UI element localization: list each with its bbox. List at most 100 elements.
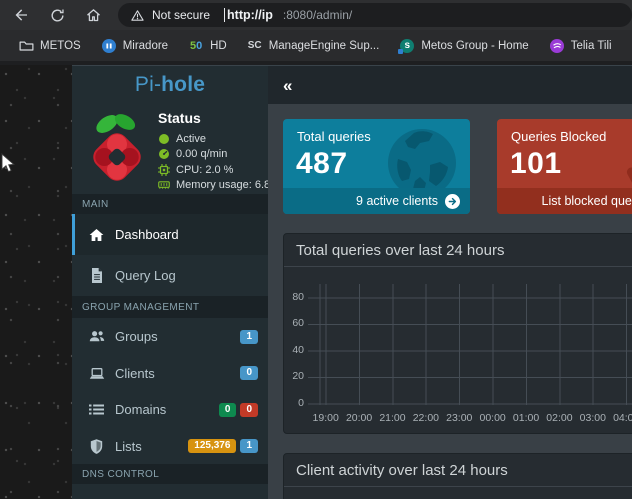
brand[interactable]: Pi-hole bbox=[72, 66, 268, 104]
bookmark-telia[interactable]: Telia Tili bbox=[541, 35, 620, 57]
sidebar-menu: MAIN Dashboard Query Log GROUP MANAGEMEN… bbox=[72, 194, 268, 499]
y-tick-label: 20 bbox=[292, 370, 304, 382]
status-label: Active bbox=[176, 132, 206, 145]
url-path[interactable]: :8080/admin/ bbox=[282, 8, 353, 22]
x-tick-label: 19:00 bbox=[312, 412, 339, 424]
list-icon bbox=[88, 403, 105, 416]
panel-title: Client activity over last 24 hours bbox=[284, 454, 632, 487]
card-footer-link[interactable]: List blocked queries bbox=[497, 188, 632, 214]
lists-count-badge: 1 bbox=[240, 439, 258, 453]
hand-stop-icon bbox=[626, 167, 632, 189]
card-value: 101 bbox=[510, 147, 562, 180]
sidebar-item-dashboard[interactable]: Dashboard bbox=[72, 214, 268, 255]
telia-icon bbox=[549, 38, 565, 54]
y-tick-label: 0 bbox=[298, 397, 304, 409]
bookmark-label: ManageEngine Sup... bbox=[268, 39, 380, 52]
status-active: Active bbox=[158, 131, 264, 147]
brand-suffix: hole bbox=[161, 73, 206, 96]
bookmark-label: Telia Tili bbox=[570, 39, 612, 52]
refresh-icon[interactable] bbox=[42, 2, 72, 28]
status-label: 0.00 q/min bbox=[176, 148, 228, 161]
status-dot-icon bbox=[158, 133, 170, 145]
menu-label: Domains bbox=[115, 402, 167, 417]
menu-tail bbox=[72, 484, 268, 499]
card-footer-label: 9 active clients bbox=[356, 194, 438, 208]
globe-icon bbox=[388, 129, 456, 197]
brand-prefix: Pi- bbox=[134, 73, 162, 96]
domains-denied-badge: 0 bbox=[240, 402, 258, 417]
queries-blocked-card: Queries Blocked 101 List blocked queries bbox=[497, 119, 632, 214]
mouse-cursor bbox=[1, 153, 15, 173]
bookmark-metos-group[interactable]: s Metos Group - Home bbox=[391, 35, 536, 57]
chrome-divider bbox=[0, 61, 632, 65]
cpu-icon bbox=[158, 163, 170, 176]
sidebar-collapse-icon[interactable]: « bbox=[283, 75, 293, 95]
chart-plot-area[interactable] bbox=[308, 284, 632, 405]
memory-icon bbox=[158, 179, 170, 191]
client-activity-chart[interactable] bbox=[284, 487, 632, 499]
status-memory: Memory usage: 6.8 % bbox=[158, 178, 283, 194]
menu-label: Query Log bbox=[115, 268, 176, 283]
home-solid-icon bbox=[88, 228, 105, 242]
x-tick-label: 01:00 bbox=[512, 412, 540, 424]
menu-label: Lists bbox=[115, 438, 142, 454]
sidebar-item-clients[interactable]: Clients 0 bbox=[72, 355, 268, 391]
sidebar-item-lists[interactable]: Lists 125,376 1 bbox=[72, 428, 268, 464]
panel-title: Total queries over last 24 hours bbox=[284, 234, 632, 267]
laptop-icon bbox=[88, 367, 105, 380]
bookmark-apple-business[interactable]: Apple Business Man... bbox=[624, 35, 632, 57]
browser-toolbar: Not secure http://ip :8080/admin/ bbox=[0, 0, 632, 30]
sharepoint-icon: s bbox=[398, 38, 415, 54]
client-activity-panel: Client activity over last 24 hours bbox=[283, 453, 632, 499]
address-bar[interactable]: Not secure http://ip :8080/admin/ bbox=[118, 3, 632, 27]
not-secure-warning-icon[interactable] bbox=[130, 8, 145, 23]
security-label[interactable]: Not secure bbox=[152, 8, 211, 22]
back-icon[interactable] bbox=[6, 2, 36, 28]
card-title: Queries Blocked bbox=[511, 129, 607, 144]
x-tick-label: 21:00 bbox=[379, 412, 406, 424]
total-queries-card: Total queries 487 9 active clients bbox=[283, 119, 470, 214]
url-host[interactable]: http://ip bbox=[227, 8, 273, 22]
status-cpu: CPU: 2.0 % bbox=[158, 162, 264, 178]
lists-domains-badge: 125,376 bbox=[188, 439, 237, 453]
status-label: CPU: 2.0 % bbox=[176, 163, 234, 176]
queries-chart[interactable]: 80 60 40 20 0 19:00 20:00 21:00 22:00 23:00 00:00… bbox=[284, 267, 632, 433]
sidebar-item-domains[interactable]: Domains 0 0 bbox=[72, 391, 268, 428]
sc-icon: SC bbox=[247, 40, 262, 51]
bookmark-miradore[interactable]: Miradore bbox=[93, 35, 176, 57]
x-tick-label: 23:00 bbox=[446, 412, 473, 424]
y-tick-label: 40 bbox=[292, 344, 304, 356]
card-title: Total queries bbox=[297, 129, 371, 144]
bookmark-label: Metos Group - Home bbox=[421, 39, 529, 52]
top-navbar: « bbox=[268, 66, 632, 104]
section-header-group-management: GROUP MANAGEMENT bbox=[72, 296, 268, 318]
y-tick-label: 60 bbox=[292, 317, 304, 329]
bookmark-metos-folder[interactable]: METOS bbox=[10, 35, 89, 57]
clients-badge: 0 bbox=[240, 366, 258, 380]
x-tick-label: 00:00 bbox=[479, 412, 506, 424]
home-icon[interactable] bbox=[78, 2, 108, 28]
shield-icon bbox=[88, 438, 105, 454]
chart-x-axis: 19:00 20:00 21:00 22:00 23:00 00:00 01:00 02:00… bbox=[309, 412, 632, 424]
section-header-dns-control: DNS CONTROL bbox=[72, 464, 268, 484]
x-tick-label: 04:00 bbox=[613, 412, 632, 424]
bookmark-manageengine[interactable]: SC ManageEngine Sup... bbox=[239, 35, 388, 57]
miradore-icon bbox=[101, 38, 117, 54]
menu-label: Dashboard bbox=[115, 227, 179, 242]
menu-label: Clients bbox=[115, 365, 155, 381]
card-value: 487 bbox=[296, 147, 348, 180]
users-icon bbox=[88, 330, 105, 343]
status-title: Status bbox=[158, 110, 201, 126]
x-tick-label: 20:00 bbox=[345, 412, 373, 424]
sidebar-item-query-log[interactable]: Query Log bbox=[72, 255, 268, 296]
x-tick-label: 03:00 bbox=[579, 412, 606, 424]
status-load: 0.00 q/min bbox=[158, 147, 264, 163]
sidebar-item-groups[interactable]: Groups 1 bbox=[72, 318, 268, 355]
card-footer-link[interactable]: 9 active clients bbox=[283, 188, 470, 214]
desktop-wallpaper bbox=[0, 65, 72, 499]
y-tick-label: 80 bbox=[292, 291, 304, 303]
bookmark-label: HD bbox=[210, 39, 227, 52]
